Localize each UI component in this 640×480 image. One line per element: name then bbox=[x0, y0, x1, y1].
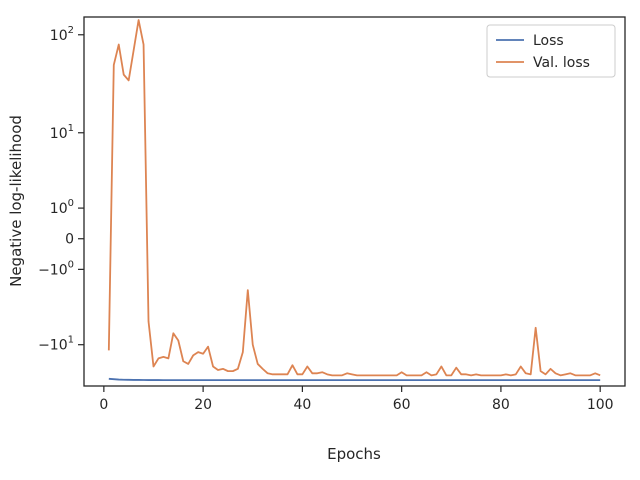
y-tick-label: 102 bbox=[50, 25, 74, 44]
series-line-loss bbox=[108, 377, 601, 382]
x-tick-label: 20 bbox=[194, 397, 212, 413]
y-tick-label: −100 bbox=[38, 259, 74, 278]
x-tick-label: 100 bbox=[587, 397, 614, 413]
x-tick-label: 0 bbox=[99, 397, 108, 413]
legend-frame bbox=[486, 24, 616, 78]
y-axis-ticks: 102 101 100 0 −100 −101 bbox=[38, 25, 84, 354]
legend-entry-label: Val. loss bbox=[533, 55, 590, 71]
x-tick-label: 80 bbox=[492, 397, 510, 413]
x-axis-ticks: 0 20 40 60 80 100 bbox=[99, 386, 614, 413]
x-tick-label: 40 bbox=[293, 397, 311, 413]
y-tick-label: 0 bbox=[65, 232, 74, 248]
legend-entry-label: Loss bbox=[533, 33, 564, 49]
y-tick-label: 101 bbox=[50, 123, 74, 142]
y-tick-label: 100 bbox=[50, 198, 74, 217]
y-tick-label: −101 bbox=[38, 335, 74, 354]
legend: Loss Val. loss bbox=[486, 24, 616, 78]
x-tick-label: 60 bbox=[393, 397, 411, 413]
y-axis-label: Negative log-likelihood bbox=[7, 115, 25, 287]
series-line-val-loss bbox=[107, 19, 601, 377]
x-axis-label: Epochs bbox=[327, 445, 381, 463]
plot-area-frame bbox=[83, 16, 626, 387]
series-lines bbox=[107, 19, 601, 382]
